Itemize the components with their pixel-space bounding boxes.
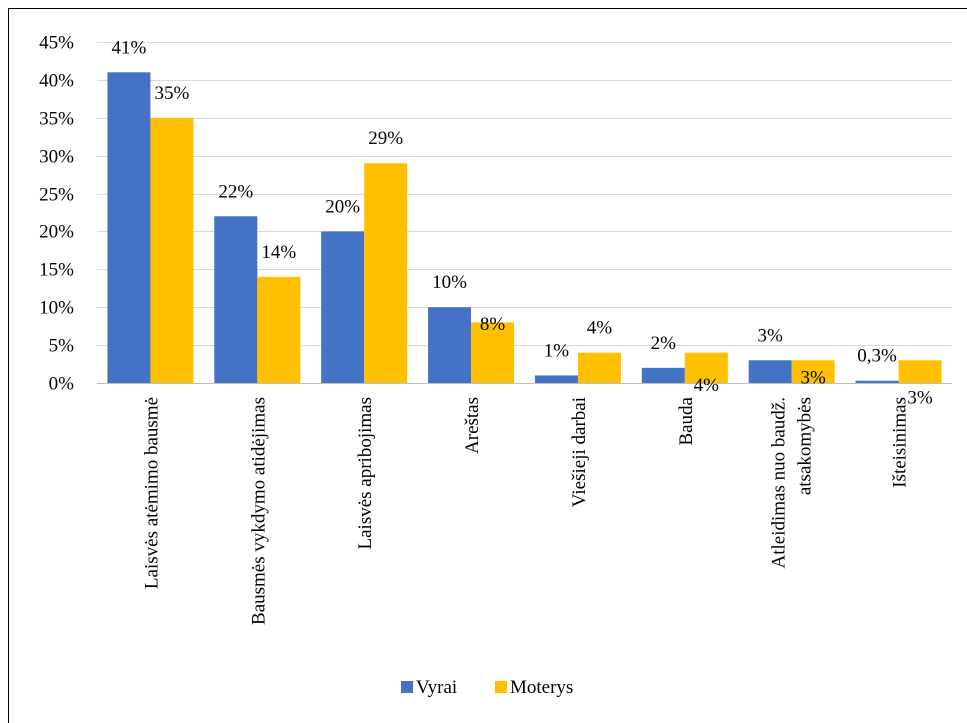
bar-moterys [471,322,515,383]
y-axis-tick-labels: 0% 5% 10% 15% 20% 25% 30% 35% 40% 45% [39,33,74,395]
bar-moterys [577,352,621,383]
bar-moterys [364,163,408,383]
legend-swatch-moterys [495,681,507,693]
x-tick-label: Bauda [676,396,697,445]
bar-vyrai [855,380,899,383]
legend-swatch-vyrai [401,681,413,693]
y-tick-label: 15% [39,260,74,281]
data-label: 10% [432,272,467,293]
x-tick-label-line: Viešieji darbai [569,397,590,507]
bar-vyrai [428,307,472,383]
bar-moterys [257,276,301,383]
x-tick-label-line: atsakomybės [795,397,816,495]
y-tick-label: 0% [49,374,75,395]
x-tick-label: Bausmės vykdymo atidėjimas [248,397,269,625]
legend-label-vyrai: Vyrai [416,677,457,698]
bars [107,72,942,384]
y-tick-label: 30% [39,147,74,168]
x-tick-label: Išteisinimas [890,397,911,488]
x-tick-label: Laisvės atėmimo bausmė [141,397,162,589]
data-label: 3% [801,367,827,388]
data-label: 41% [112,37,147,58]
y-tick-label: 25% [39,185,74,206]
bar-vyrai [107,72,151,384]
data-label: 35% [155,83,190,104]
x-axis-category-labels: Laisvės atėmimo bausmė Bausmės vykdymo at… [141,396,910,625]
bar-vyrai [214,216,258,383]
data-label: 2% [651,333,677,354]
data-label: 0,3% [857,346,897,367]
bar-moterys [150,117,194,384]
bar-moterys [684,352,728,383]
y-tick-label: 35% [39,109,74,130]
x-tick-label-line: Areštas [462,397,483,454]
bar-vyrai [321,231,365,383]
bar-vyrai [641,367,685,383]
x-tick-label-line: Išteisinimas [890,397,911,488]
x-tick-label-line: Bausmės vykdymo atidėjimas [248,397,269,625]
x-tick-label-line: Atleidimas nuo baudž. [769,397,790,569]
x-tick-label: Areštas [462,397,483,454]
y-tick-label: 45% [39,33,74,54]
bar-vyrai [534,375,578,383]
data-label: 22% [218,181,253,202]
bar-moterys [898,360,942,383]
x-tick-label: Laisvės apribojimas [355,397,376,550]
bar-vyrai [748,360,792,383]
x-tick-label: Atleidimas nuo baudž. atsakomybės [769,397,816,569]
data-label: 3% [907,388,933,409]
data-label: 8% [480,314,506,335]
data-label: 20% [325,196,360,217]
bar-moterys [791,360,835,383]
y-tick-label: 20% [39,222,74,243]
legend-label-moterys: Moterys [510,677,573,698]
x-tick-label-line: Bauda [676,396,697,445]
y-tick-label: 10% [39,298,74,319]
x-tick-label: Viešieji darbai [569,397,590,507]
data-label: 4% [587,318,613,339]
y-tick-label: 40% [39,71,74,92]
data-label: 4% [694,375,720,396]
x-tick-label-line: Laisvės apribojimas [355,397,376,550]
data-label: 14% [261,242,296,263]
legend: Vyrai Moterys [401,677,573,698]
x-tick-label-line: Laisvės atėmimo bausmė [141,397,162,589]
y-tick-label: 5% [49,336,75,357]
data-label: 29% [368,128,403,149]
data-label: 3% [758,325,784,346]
data-label: 1% [544,340,570,361]
data-labels: 41% 35% 22% 14% 20% 29% 10% 8% 1% 4% 2% 4% 3% 3% 0,3% 3… [112,37,933,408]
